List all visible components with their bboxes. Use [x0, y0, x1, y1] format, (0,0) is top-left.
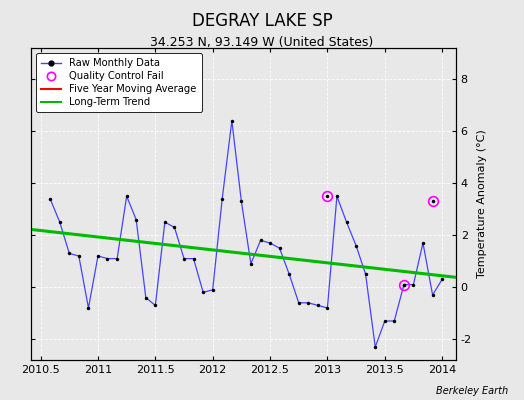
Legend: Raw Monthly Data, Quality Control Fail, Five Year Moving Average, Long-Term Tren: Raw Monthly Data, Quality Control Fail, …	[37, 53, 202, 112]
Text: Berkeley Earth: Berkeley Earth	[436, 386, 508, 396]
Text: 34.253 N, 93.149 W (United States): 34.253 N, 93.149 W (United States)	[150, 36, 374, 49]
Text: DEGRAY LAKE SP: DEGRAY LAKE SP	[192, 12, 332, 30]
Y-axis label: Temperature Anomaly (°C): Temperature Anomaly (°C)	[477, 130, 487, 278]
